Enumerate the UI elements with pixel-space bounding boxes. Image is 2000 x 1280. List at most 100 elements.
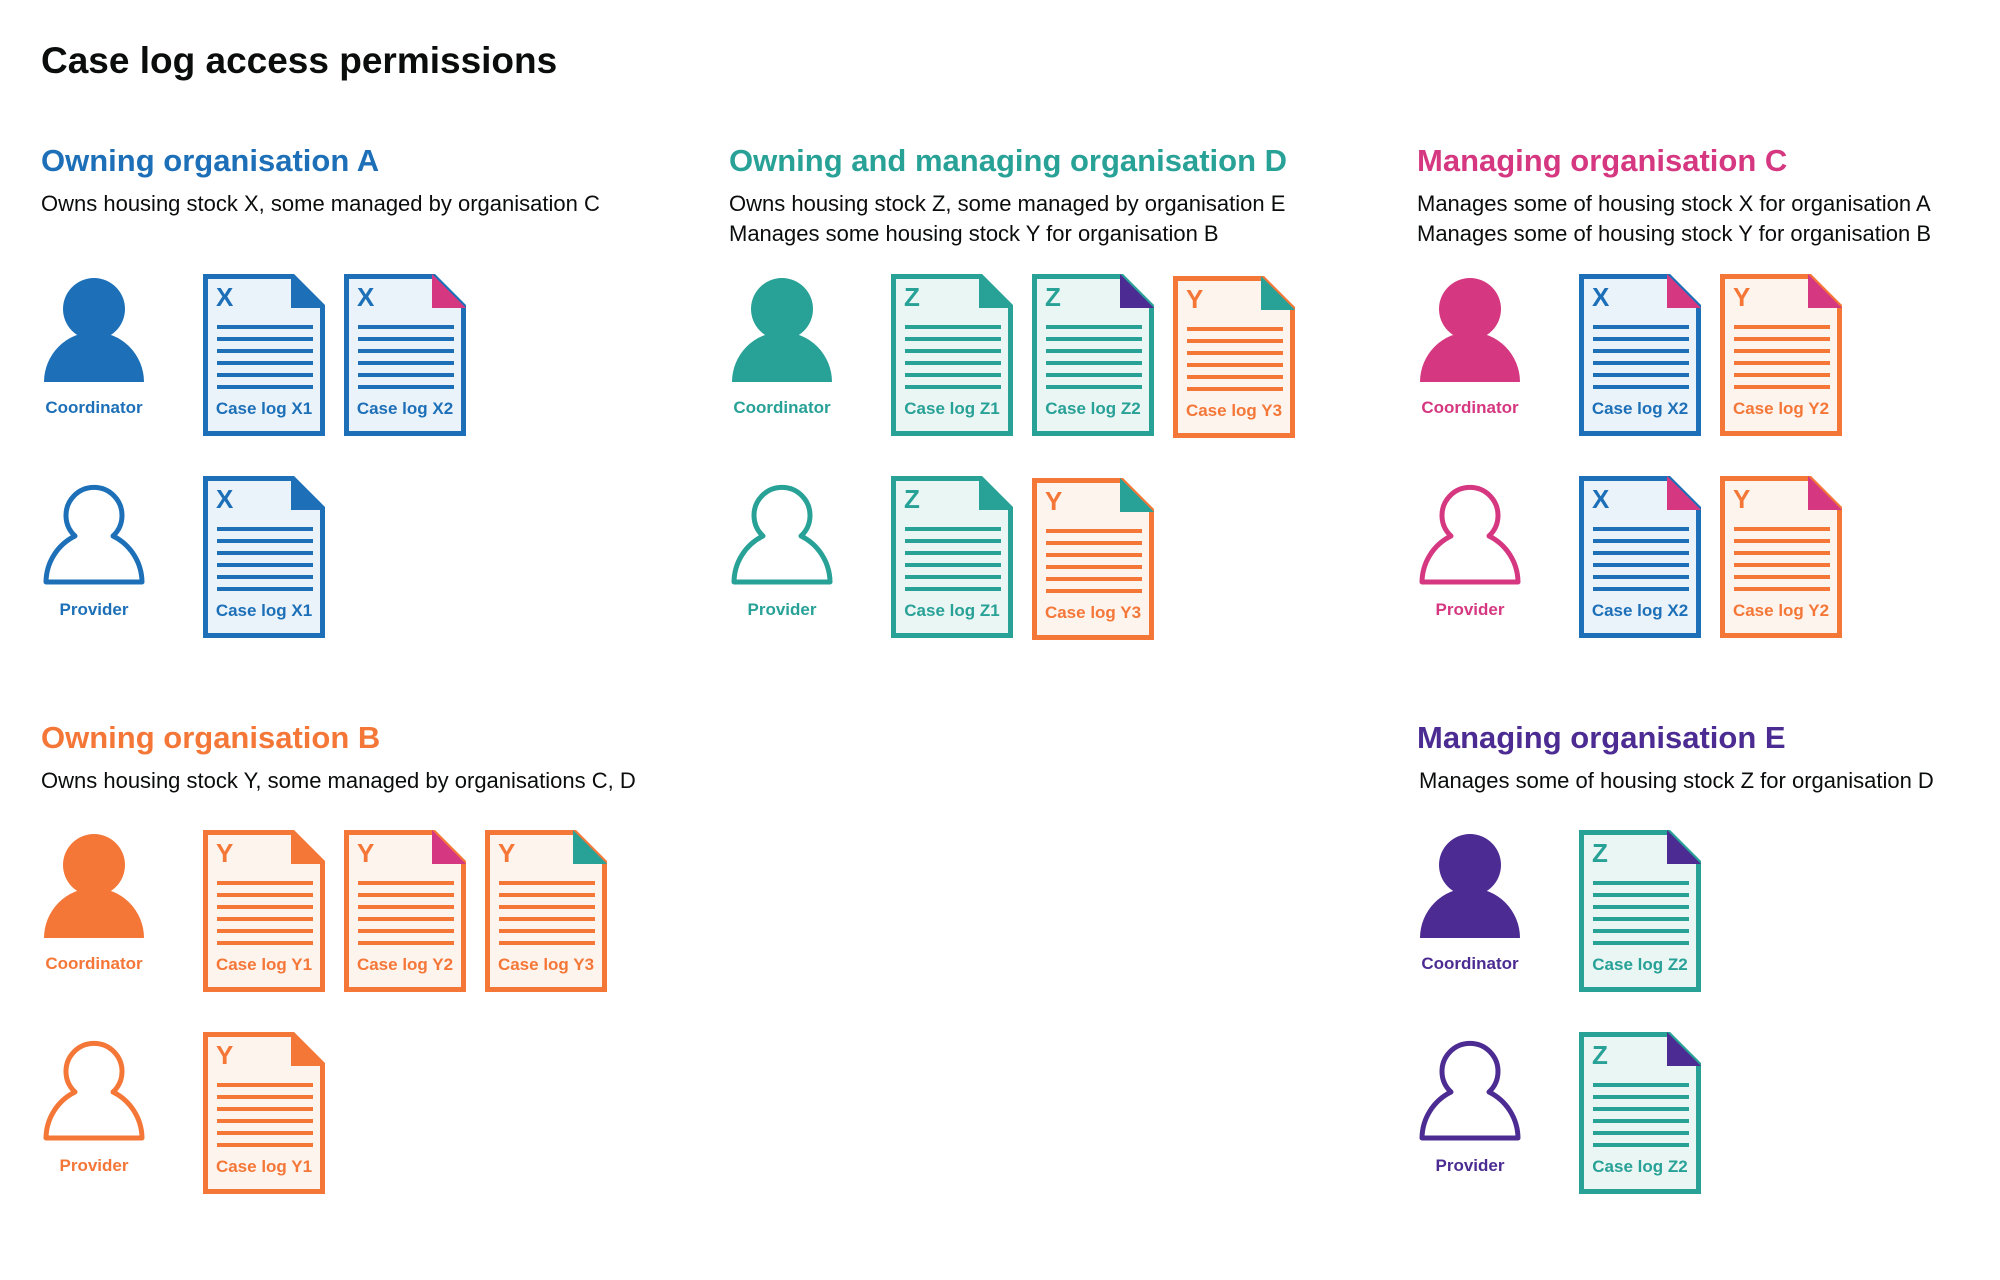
section-description: Manages some of housing stock Z for orga…: [1419, 766, 2000, 796]
case-log-document: Y Case log Y3: [485, 830, 607, 992]
document-icon: [203, 1032, 325, 1194]
document-icon: [485, 830, 607, 992]
case-log-document: X Case log X2: [1579, 274, 1701, 436]
document-icon: [1579, 1032, 1701, 1194]
provider-user: Provider: [1417, 1032, 1523, 1176]
coordinator-user: Coordinator: [41, 274, 147, 418]
section-title: Owning organisation B: [41, 720, 381, 755]
role-label: Provider: [1435, 600, 1505, 619]
housing-stock-letter: X: [1592, 282, 1610, 312]
person-outline-icon: [729, 480, 835, 586]
housing-stock-letter: X: [216, 282, 234, 312]
case-log-label: Case log X2: [1591, 601, 1689, 620]
section-managing-organisation-e: Managing organisation E Manages some of h…: [1417, 718, 2000, 1238]
case-log-label: Case log X2: [356, 399, 454, 418]
case-log-label: Case log Z1: [904, 399, 1000, 418]
case-log-label: Case log Y3: [1044, 603, 1142, 622]
role-row-coordinator: Coordinator Z Case log Z2: [1417, 830, 2000, 1000]
description-line: Manages some of housing stock Z for orga…: [1419, 768, 1934, 793]
person-filled-icon: [41, 834, 147, 940]
document-icon: [1579, 476, 1701, 638]
person-filled-icon: [41, 278, 147, 384]
role-label: Coordinator: [1421, 398, 1519, 417]
housing-stock-letter: Y: [1045, 486, 1063, 516]
case-log-document: Y Case log Y1: [203, 1032, 325, 1194]
role-label: Coordinator: [1421, 954, 1519, 973]
case-log-document: Y Case log Y2: [1720, 274, 1842, 436]
role-row-provider: Provider Y Case log Y1: [41, 1032, 681, 1202]
document-icon: [203, 830, 325, 992]
housing-stock-letter: X: [357, 282, 375, 312]
case-log-label: Case log Y3: [497, 955, 595, 974]
housing-stock-letter: X: [1592, 484, 1610, 514]
section-owning-and-managing-organisation-d: Owning and managing organisation D Owns h…: [729, 141, 1369, 661]
document-icon: [1579, 274, 1701, 436]
document-icon: [891, 476, 1013, 638]
housing-stock-letter: Y: [1733, 484, 1751, 514]
case-log-label: Case log X2: [1591, 399, 1689, 418]
housing-stock-letter: Y: [357, 838, 375, 868]
document-icon: [203, 274, 325, 436]
role-label: Provider: [59, 600, 129, 619]
section-title: Owning organisation A: [41, 143, 380, 178]
description-line: Manages some of housing stock Y for orga…: [1417, 221, 1932, 246]
housing-stock-letter: Y: [498, 838, 516, 868]
housing-stock-letter: Z: [904, 484, 920, 514]
person-outline-icon: [41, 1036, 147, 1142]
case-log-label: Case log Z2: [1592, 955, 1688, 974]
coordinator-user: Coordinator: [1417, 274, 1523, 418]
document-icon: [344, 274, 466, 436]
role-row-coordinator: Coordinator X Case log X1 X Case log X2: [41, 274, 681, 444]
case-log-label: Case log Y3: [1185, 401, 1283, 420]
case-log-label: Case log Y2: [1732, 399, 1830, 418]
section-title: Owning and managing organisation D: [729, 143, 1288, 178]
case-log-document: X Case log X1: [203, 476, 325, 638]
provider-user: Provider: [729, 476, 835, 620]
case-log-label: Case log Y1: [215, 1157, 313, 1176]
case-log-document: Y Case log Y2: [1720, 476, 1842, 638]
role-row-provider: Provider Z Case log Z1 Y Case log Y3: [729, 476, 1369, 646]
case-log-document: Z Case log Z2: [1032, 274, 1154, 436]
section-description: Manages some of housing stock X for orga…: [1417, 189, 2000, 249]
person-outline-icon: [41, 480, 147, 586]
role-label: Coordinator: [45, 954, 143, 973]
document-icon: [891, 274, 1013, 436]
case-log-document: Z Case log Z2: [1579, 830, 1701, 992]
housing-stock-letter: Y: [1186, 284, 1204, 314]
role-label: Coordinator: [45, 398, 143, 417]
provider-user: Provider: [1417, 476, 1523, 620]
section-managing-organisation-c: Managing organisation C Manages some of h…: [1417, 141, 2000, 661]
document-icon: [203, 476, 325, 638]
description-line: Owns housing stock X, some managed by or…: [41, 191, 600, 216]
role-row-coordinator: Coordinator X Case log X2 Y Case log Y2: [1417, 274, 2000, 444]
coordinator-user: Coordinator: [41, 830, 147, 974]
housing-stock-letter: Y: [1733, 282, 1751, 312]
provider-user: Provider: [41, 1032, 147, 1176]
case-log-document: Y Case log Y1: [203, 830, 325, 992]
case-log-document: X Case log X2: [344, 274, 466, 436]
housing-stock-letter: X: [216, 484, 234, 514]
role-row-provider: Provider Z Case log Z2: [1417, 1032, 2000, 1202]
case-log-document: Y Case log Y3: [1032, 478, 1154, 640]
section-description: Owns housing stock Y, some managed by or…: [41, 766, 681, 796]
provider-user: Provider: [41, 476, 147, 620]
description-line: Owns housing stock Z, some managed by or…: [729, 191, 1286, 216]
person-outline-icon: [1417, 480, 1523, 586]
case-log-label: Case log Z2: [1045, 399, 1141, 418]
section-title: Managing organisation E: [1417, 720, 1786, 755]
role-row-provider: Provider X Case log X2 Y Case log Y2: [1417, 476, 2000, 646]
description-line: Manages some of housing stock X for orga…: [1417, 191, 1931, 216]
housing-stock-letter: Z: [1592, 838, 1608, 868]
role-row-coordinator: Coordinator Y Case log Y1 Y Case log Y2 Y C…: [41, 830, 681, 1000]
case-log-label: Case log Y1: [215, 955, 313, 974]
description-line: Owns housing stock Y, some managed by or…: [41, 768, 636, 793]
case-log-document: Y Case log Y2: [344, 830, 466, 992]
person-outline-icon: [1417, 1036, 1523, 1142]
person-filled-icon: [1417, 278, 1523, 384]
case-log-label: Case log X1: [215, 601, 313, 620]
housing-stock-letter: Z: [1045, 282, 1061, 312]
case-log-label: Case log Z1: [904, 601, 1000, 620]
document-icon: [344, 830, 466, 992]
coordinator-user: Coordinator: [729, 274, 835, 418]
case-log-document: X Case log X2: [1579, 476, 1701, 638]
